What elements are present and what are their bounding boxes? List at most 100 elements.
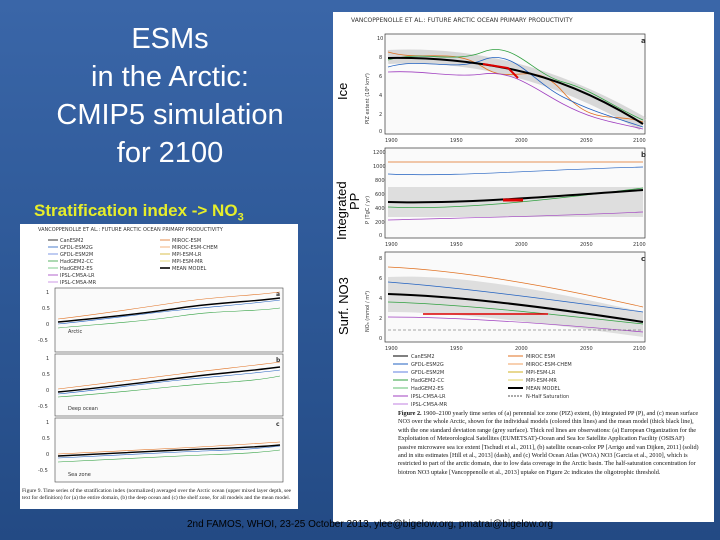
legend-item: IPSL-CM5A-LR bbox=[411, 394, 446, 400]
panel-c-model-line bbox=[387, 316, 644, 333]
panel-c-model-line bbox=[387, 266, 644, 308]
panel-b-ytick: 1000 bbox=[373, 164, 386, 170]
right-figure: VANCOPPENOLLE ET AL.: FUTURE ARCTIC OCEA… bbox=[351, 17, 647, 408]
panel-a-ytick: 10 bbox=[377, 36, 383, 42]
panel-a-model-line bbox=[387, 51, 644, 123]
panel-c-mean-line bbox=[387, 293, 644, 323]
panel-a-xtick: 1950 bbox=[450, 138, 463, 144]
slide-subtitle: Stratification index -> NO3 bbox=[34, 201, 244, 223]
left-panel-b-ytick: 1 bbox=[46, 356, 49, 362]
panel-a: a PIZ extent (10⁶ km²) 10 8 6 4 2 0 1900… bbox=[365, 33, 647, 144]
title-line: for 2100 bbox=[116, 137, 224, 169]
label-integrated: Integrated bbox=[334, 181, 349, 240]
legend-item: HadGEM2-CC bbox=[60, 259, 94, 265]
legend-item: GFDL-ESM2M bbox=[411, 370, 444, 376]
panel-b-ytick: 400 bbox=[375, 206, 385, 212]
left-panel-a-letter: a bbox=[276, 291, 280, 298]
panel-a-ytick: 6 bbox=[379, 74, 382, 80]
panel-a-model-line bbox=[387, 71, 644, 130]
panel-c-xtick: 2050 bbox=[580, 346, 593, 352]
panel-c-ytick: 8 bbox=[379, 256, 382, 262]
left-panel-b-ytick: -0.5 bbox=[38, 404, 48, 410]
slide-title: ESMs in the Arctic: CMIP5 simulation for… bbox=[20, 20, 320, 172]
left-panel-b-model-line bbox=[57, 375, 281, 398]
panel-b-xtick: 2100 bbox=[633, 242, 646, 248]
left-panel-b: b Deep ocean 1 0.5 0 -0.5 bbox=[38, 353, 284, 417]
panel-c-xtick: 2000 bbox=[515, 346, 528, 352]
panel-c-xtick: 1950 bbox=[450, 346, 463, 352]
left-legend: CanESM2 GFDL-ESM2G GFDL-ESM2M HadGEM2-CC… bbox=[48, 238, 218, 286]
legend-item: GFDL-ESM2G bbox=[60, 245, 93, 251]
panel-b-model-line bbox=[387, 211, 644, 221]
panel-c-std-band bbox=[388, 276, 643, 337]
year-label: (2013) bbox=[680, 24, 712, 36]
legend-item: MIROC ESM bbox=[526, 354, 555, 360]
legend-item: MPI-ESM-LR bbox=[526, 370, 556, 376]
right-legend: CanESM2 GFDL-ESM2G GFDL-ESM2M HadGEM2-CC… bbox=[393, 354, 572, 408]
caption-label: Figure 2. bbox=[398, 410, 422, 417]
right-figure-caption: Figure 2. 1900–2100 yearly time series o… bbox=[398, 410, 704, 477]
panel-c-xtick: 1900 bbox=[385, 346, 398, 352]
legend-item: CanESM2 bbox=[60, 238, 84, 244]
panel-a-xtick: 1900 bbox=[385, 138, 398, 144]
legend-item: HadGEM2-CC bbox=[411, 378, 445, 384]
panel-b-letter: b bbox=[641, 151, 646, 159]
title-line: CMIP5 simulation bbox=[56, 99, 284, 131]
left-panel-c: c Sea zone 1 0.5 0 -0.5 bbox=[38, 417, 284, 483]
panel-a-observation-line bbox=[482, 63, 519, 79]
panel-c-model-line bbox=[387, 281, 644, 313]
left-panel-c-region: Sea zone bbox=[68, 472, 91, 478]
slide-footer: 2nd FAMOS, WHOI, 23-25 October 2013, yle… bbox=[186, 519, 554, 530]
left-panel-c-ytick: 0.5 bbox=[42, 436, 50, 442]
panel-c-ytick: 6 bbox=[379, 276, 382, 282]
left-panel-a-model-line bbox=[57, 307, 281, 329]
label-surf-no3: Surf. NO3 bbox=[336, 277, 351, 335]
panel-b-ylabel: P (TgC / yr) bbox=[365, 196, 371, 224]
left-panel-c-model-line bbox=[57, 445, 281, 459]
left-panel-b-region: Deep ocean bbox=[68, 406, 98, 412]
panel-b-xtick: 2000 bbox=[515, 242, 528, 248]
panel-b-xtick: 1950 bbox=[450, 242, 463, 248]
subtitle-subscript: 3 bbox=[237, 211, 244, 224]
left-panel-b-model-line bbox=[57, 361, 281, 390]
left-panel-a-ytick: 0 bbox=[46, 322, 49, 328]
legend-item: HadGEM2-ES bbox=[60, 266, 93, 272]
panel-c-xtick: 2100 bbox=[633, 346, 646, 352]
left-panel-b-model-line bbox=[57, 369, 281, 395]
panel-c: c NO₃ (mmol / m³) 8 6 4 2 0 1900 1950 20… bbox=[365, 251, 646, 352]
panel-a-ytick: 4 bbox=[379, 93, 382, 99]
panel-c-ytick: 2 bbox=[379, 316, 382, 322]
left-panel-b-ytick: 0 bbox=[46, 388, 49, 394]
left-panel-a-frame bbox=[54, 287, 284, 353]
left-panel-a-mean-line bbox=[57, 297, 281, 323]
legend-item: MPI-ESM-MR bbox=[172, 259, 203, 265]
panel-a-model-line bbox=[387, 57, 644, 128]
label-ice: Ice bbox=[335, 82, 350, 100]
panel-a-ytick: 0 bbox=[379, 129, 382, 135]
legend-item: IPSL-CM5A-MR bbox=[411, 402, 448, 408]
legend-item: GFDL-ESM2M bbox=[60, 252, 93, 258]
left-panel-a-model-line bbox=[57, 299, 281, 325]
panel-a-mean-line bbox=[387, 56, 644, 125]
legend-item: MEAN MODEL bbox=[526, 386, 560, 392]
panel-b-ytick: 600 bbox=[375, 192, 385, 198]
panel-b-ytick: 800 bbox=[375, 178, 385, 184]
legend-item: HadGEM2-ES bbox=[411, 386, 444, 392]
left-panel-c-mean-line bbox=[57, 444, 281, 457]
panel-b: b P (TgC / yr) 1200 1000 800 600 400 200… bbox=[365, 147, 646, 248]
left-panel-c-ytick: 1 bbox=[46, 420, 49, 426]
panel-b-xtick: 2050 bbox=[580, 242, 593, 248]
legend-item: MPI-ESM-MR bbox=[526, 378, 557, 384]
left-header: VANCOPPENOLLE ET AL.: FUTURE ARCTIC OCEA… bbox=[38, 227, 224, 233]
legend-item: MIROC-ESM-CHEM bbox=[172, 245, 218, 251]
legend-item: MIROC-ESM bbox=[172, 238, 201, 244]
panel-a-xtick: 2000 bbox=[515, 138, 528, 144]
panel-c-model-line bbox=[387, 301, 644, 325]
panel-b-ytick: 0 bbox=[379, 233, 382, 239]
panel-b-model-line bbox=[387, 166, 644, 176]
left-panel-c-ytick: 0 bbox=[46, 452, 49, 458]
subtitle-text: Stratification index -> NO bbox=[34, 201, 238, 220]
panel-a-ylabel: PIZ extent (10⁶ km²) bbox=[365, 73, 371, 124]
left-panel-a-model-line bbox=[57, 291, 281, 320]
panel-a-xtick: 2050 bbox=[580, 138, 593, 144]
